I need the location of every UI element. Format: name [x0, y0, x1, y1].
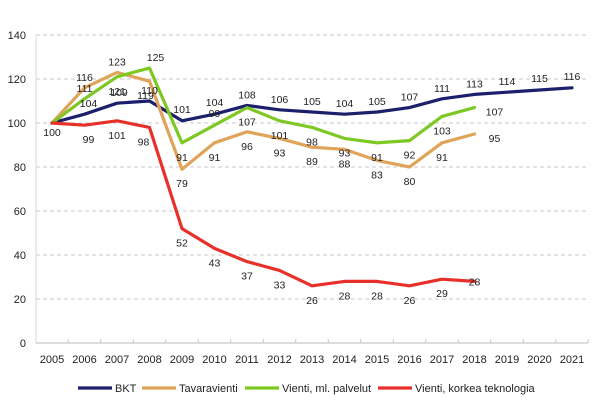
legend-label: Tavaravienti	[179, 383, 238, 395]
x-tick-label: 2020	[527, 354, 551, 366]
data-label: 26	[404, 295, 416, 307]
x-tick-label: 2012	[267, 354, 291, 366]
x-tick-label: 2011	[235, 354, 259, 366]
data-label: 80	[404, 176, 416, 188]
data-label: 101	[271, 130, 289, 142]
data-label: 96	[241, 141, 253, 153]
x-tick-label: 2009	[170, 354, 194, 366]
x-tick-label: 2006	[72, 354, 96, 366]
data-label: 37	[241, 271, 253, 283]
data-label: 95	[489, 133, 501, 145]
y-tick-label: 60	[14, 206, 26, 218]
data-label: 89	[306, 156, 318, 168]
data-label: 105	[303, 96, 321, 108]
data-label: 91	[209, 152, 221, 164]
data-label: 43	[209, 257, 221, 269]
data-label: 104	[336, 98, 354, 110]
series-lines	[50, 66, 574, 288]
data-label: 91	[371, 152, 383, 164]
data-label: 28	[339, 290, 351, 302]
series-line-0	[50, 86, 574, 125]
x-tick-label: 2017	[430, 354, 454, 366]
y-tick-label: 20	[14, 294, 26, 306]
y-tick-label: 120	[8, 74, 26, 86]
data-label: 104	[206, 97, 224, 109]
data-label: 88	[339, 158, 351, 170]
data-label: 93	[339, 147, 351, 159]
y-tick-label: 40	[14, 250, 26, 262]
x-axis: 2005 2006 2007 2008 2009 2010 2011 2012 2013 2014…	[36, 339, 589, 366]
data-label: 123	[108, 56, 126, 68]
data-label: 98	[306, 136, 318, 148]
y-tick-label: 140	[8, 30, 26, 42]
data-label: 91	[436, 152, 448, 164]
legend: BKT Tavaravienti Vienti, ml. palvelut Vient…	[78, 383, 536, 395]
legend-label: Vienti, ml. palvelut	[282, 383, 371, 395]
x-tick-label: 2005	[40, 354, 64, 366]
data-label: 100	[43, 127, 61, 139]
data-label: 105	[368, 96, 386, 108]
data-label: 28	[371, 290, 383, 302]
gridlines	[35, 34, 588, 343]
data-label: 52	[176, 238, 188, 250]
data-label: 116	[564, 71, 581, 83]
data-label: 113	[466, 78, 483, 90]
data-label: 107	[238, 117, 256, 129]
x-tick-label: 2014	[332, 354, 356, 366]
data-label: 110	[141, 85, 158, 97]
data-label: 29	[436, 288, 448, 300]
y-tick-label: 100	[8, 118, 26, 130]
data-label: 79	[176, 178, 188, 190]
data-label: 107	[486, 107, 504, 119]
data-label: 106	[271, 94, 289, 106]
data-label: 83	[371, 169, 383, 181]
data-label: 33	[274, 279, 286, 291]
x-tick-label: 2008	[137, 354, 161, 366]
series-line-2	[50, 66, 477, 145]
x-tick-label: 2013	[300, 354, 324, 366]
x-tick-label: 2018	[462, 354, 486, 366]
data-label: 111	[434, 83, 450, 95]
x-tick-label: 2007	[105, 354, 129, 366]
data-label: 116	[76, 72, 93, 84]
y-tick-label: 80	[14, 162, 26, 174]
data-label: 125	[147, 52, 165, 64]
data-label: 99	[83, 134, 95, 146]
data-label: 121	[108, 86, 126, 98]
data-label: 119	[137, 90, 154, 102]
x-tick-label: 2010	[202, 354, 226, 366]
data-label: 91	[176, 152, 188, 164]
data-label: 109	[110, 87, 128, 99]
data-label: 103	[433, 125, 451, 137]
data-label: 101	[108, 130, 126, 142]
data-label: 99	[209, 108, 221, 120]
y-tick-label: 0	[20, 338, 26, 350]
legend-label: BKT	[115, 383, 137, 395]
x-tick-label: 2019	[495, 354, 519, 366]
data-label: 108	[238, 89, 256, 101]
data-label: 98	[138, 136, 150, 148]
data-label: 107	[401, 92, 419, 104]
legend-label: Vienti, korkea teknologia	[415, 383, 536, 395]
data-label: 28	[469, 276, 481, 288]
data-label: 104	[80, 98, 98, 110]
series-line-3	[50, 119, 477, 288]
data-label: 93	[274, 147, 286, 159]
y-axis-ticks: 0 20 40 60 80 100 120 140	[8, 30, 26, 350]
x-tick-label: 2016	[397, 354, 421, 366]
data-label: 114	[499, 76, 516, 88]
data-label: 26	[306, 295, 318, 307]
data-label: 115	[531, 73, 548, 85]
data-label: 92	[404, 150, 416, 162]
x-tick-label: 2015	[365, 354, 389, 366]
x-tick-label: 2021	[560, 354, 584, 366]
data-label: 111	[77, 83, 93, 95]
data-label: 101	[173, 104, 191, 116]
